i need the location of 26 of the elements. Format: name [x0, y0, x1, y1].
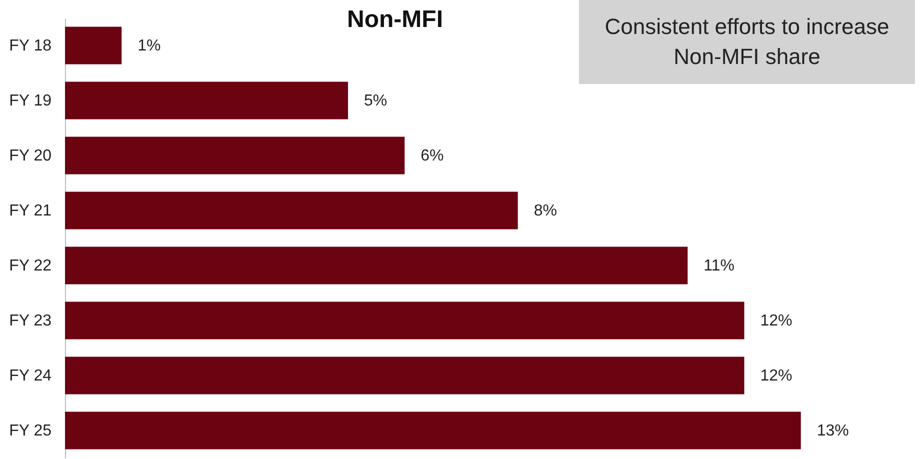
- y-tick-label: FY 18: [9, 38, 52, 54]
- data-label: 13%: [816, 422, 849, 440]
- bar: [65, 356, 744, 394]
- chart-title: Non-MFI: [347, 6, 443, 33]
- data-label: 1%: [138, 38, 161, 54]
- y-tick-label: FY 21: [9, 202, 52, 220]
- bar: [65, 26, 122, 64]
- data-label: 6%: [420, 148, 444, 164]
- bar: [65, 82, 348, 120]
- y-tick-label: FY 20: [9, 148, 52, 164]
- data-label: 11%: [704, 258, 734, 274]
- y-tick-label: FY 24: [9, 368, 52, 384]
- y-tick-label: FY 25: [9, 422, 52, 440]
- y-tick-label: FY 22: [9, 258, 52, 274]
- annotation: Consistent efforts to increase Non-MFI share: [604, 13, 890, 71]
- data-label: 12%: [760, 312, 792, 330]
- bar: [65, 136, 405, 174]
- bar: [65, 412, 801, 450]
- bar: [65, 246, 688, 284]
- bar: [65, 192, 518, 230]
- data-label: 8%: [534, 202, 557, 220]
- data-label: 5%: [364, 92, 388, 110]
- y-tick-label: FY 19: [9, 92, 52, 110]
- data-label: 12%: [760, 368, 792, 384]
- y-tick-label: FY 23: [9, 312, 52, 330]
- bar: [65, 302, 744, 340]
